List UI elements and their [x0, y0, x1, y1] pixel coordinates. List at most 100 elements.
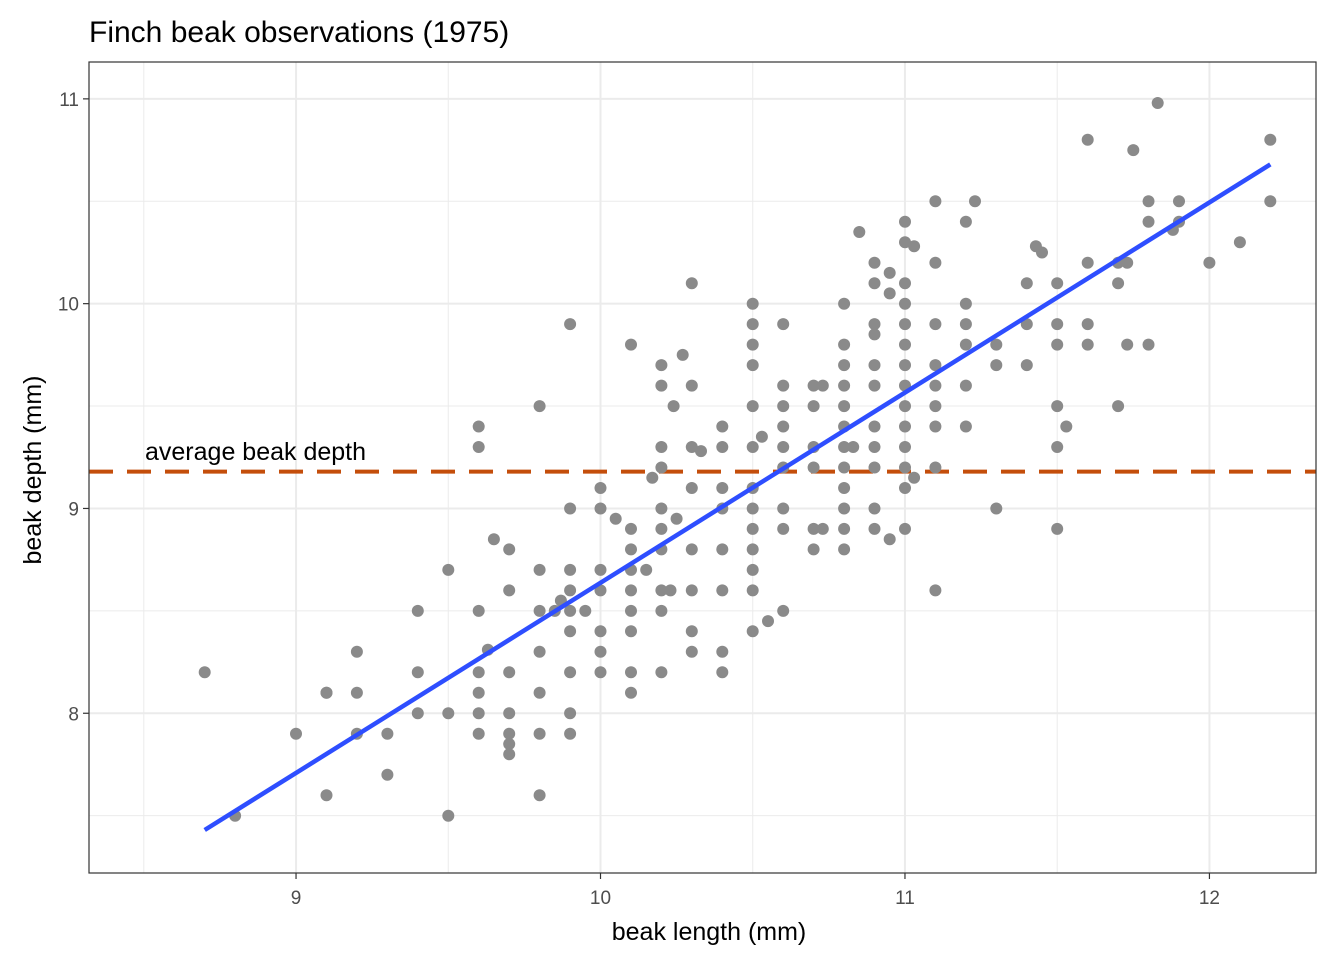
data-point	[959, 379, 972, 392]
grid	[89, 62, 1316, 873]
data-point	[594, 625, 607, 638]
data-point	[625, 543, 637, 556]
data-point	[350, 686, 363, 699]
data-point	[1081, 133, 1094, 146]
panel-border	[88, 61, 1317, 874]
data-point	[807, 379, 820, 392]
data-point	[655, 666, 668, 679]
data-point	[899, 318, 911, 331]
data-point	[899, 338, 911, 351]
data-point	[320, 789, 333, 802]
data-point	[746, 522, 759, 535]
data-point	[625, 686, 637, 699]
x-tick-label: 12	[1199, 888, 1220, 909]
data-point	[777, 604, 790, 617]
data-point	[746, 441, 759, 453]
y-tick-label: 10	[58, 295, 79, 316]
data-point	[746, 338, 759, 351]
data-point	[640, 563, 653, 576]
data-point	[487, 533, 500, 546]
data-point	[959, 215, 972, 228]
data-point	[899, 297, 911, 310]
data-point	[685, 645, 698, 658]
data-point	[868, 461, 881, 474]
data-point	[381, 768, 394, 781]
data-point	[625, 625, 637, 638]
data-point	[838, 461, 851, 474]
data-point	[807, 543, 820, 556]
data-point	[853, 226, 866, 238]
data-point	[1051, 400, 1064, 413]
data-point	[472, 686, 485, 699]
data-point	[564, 666, 577, 679]
y-tick-label: 11	[59, 90, 79, 111]
data-point	[1142, 215, 1155, 228]
data-point	[472, 727, 485, 740]
data-point	[685, 379, 698, 392]
data-point	[929, 318, 942, 331]
data-point	[746, 563, 759, 576]
data-point	[716, 543, 729, 556]
data-point	[594, 584, 607, 597]
data-point	[533, 604, 546, 617]
data-point	[503, 666, 516, 679]
data-point	[533, 645, 546, 658]
chart-title: Finch beak observations (1975)	[89, 16, 509, 49]
data-point	[1036, 246, 1048, 259]
reference-line-label: average beak depth	[145, 438, 366, 466]
data-point	[716, 441, 729, 453]
data-point	[655, 379, 668, 392]
y-tick-label: 9	[68, 499, 79, 520]
data-point	[564, 563, 577, 576]
data-point	[1081, 256, 1094, 269]
data-point	[594, 666, 607, 679]
data-point	[442, 563, 455, 576]
data-point	[1264, 133, 1277, 146]
data-point	[625, 338, 637, 351]
data-point	[594, 502, 607, 515]
data-point	[847, 441, 860, 453]
data-point	[1121, 256, 1134, 269]
data-point	[670, 512, 683, 525]
data-point	[594, 563, 607, 576]
data-point	[807, 522, 820, 535]
data-point	[746, 502, 759, 515]
data-point	[868, 318, 881, 331]
x-axis-title: beak length (mm)	[612, 918, 807, 946]
data-point	[908, 240, 921, 253]
data-point	[777, 420, 790, 433]
data-point	[746, 359, 759, 372]
data-point	[990, 338, 1003, 351]
data-point	[1051, 338, 1064, 351]
data-point	[1051, 318, 1064, 331]
data-point	[777, 318, 790, 331]
data-point	[695, 445, 707, 458]
data-point	[899, 420, 911, 433]
data-point	[1020, 277, 1033, 290]
data-point	[676, 348, 689, 361]
data-point	[1151, 97, 1164, 109]
data-point	[564, 707, 577, 720]
data-point	[1060, 420, 1073, 433]
data-point	[716, 645, 729, 658]
data-point	[746, 318, 759, 331]
data-point	[685, 277, 698, 290]
data-point	[503, 748, 516, 761]
data-point	[929, 400, 942, 413]
data-point	[1112, 400, 1125, 413]
data-point	[868, 277, 881, 290]
data-point	[533, 789, 546, 802]
data-point	[838, 338, 851, 351]
data-point	[625, 584, 637, 597]
data-point	[1051, 522, 1064, 535]
data-point	[503, 738, 516, 750]
data-point	[564, 584, 577, 597]
data-point	[868, 522, 881, 535]
data-point	[594, 482, 607, 494]
data-point	[1203, 256, 1216, 269]
y-tick-label: 8	[68, 704, 79, 725]
data-point	[381, 727, 394, 740]
data-point	[959, 318, 972, 331]
data-point	[777, 441, 790, 453]
data-point	[646, 471, 659, 484]
